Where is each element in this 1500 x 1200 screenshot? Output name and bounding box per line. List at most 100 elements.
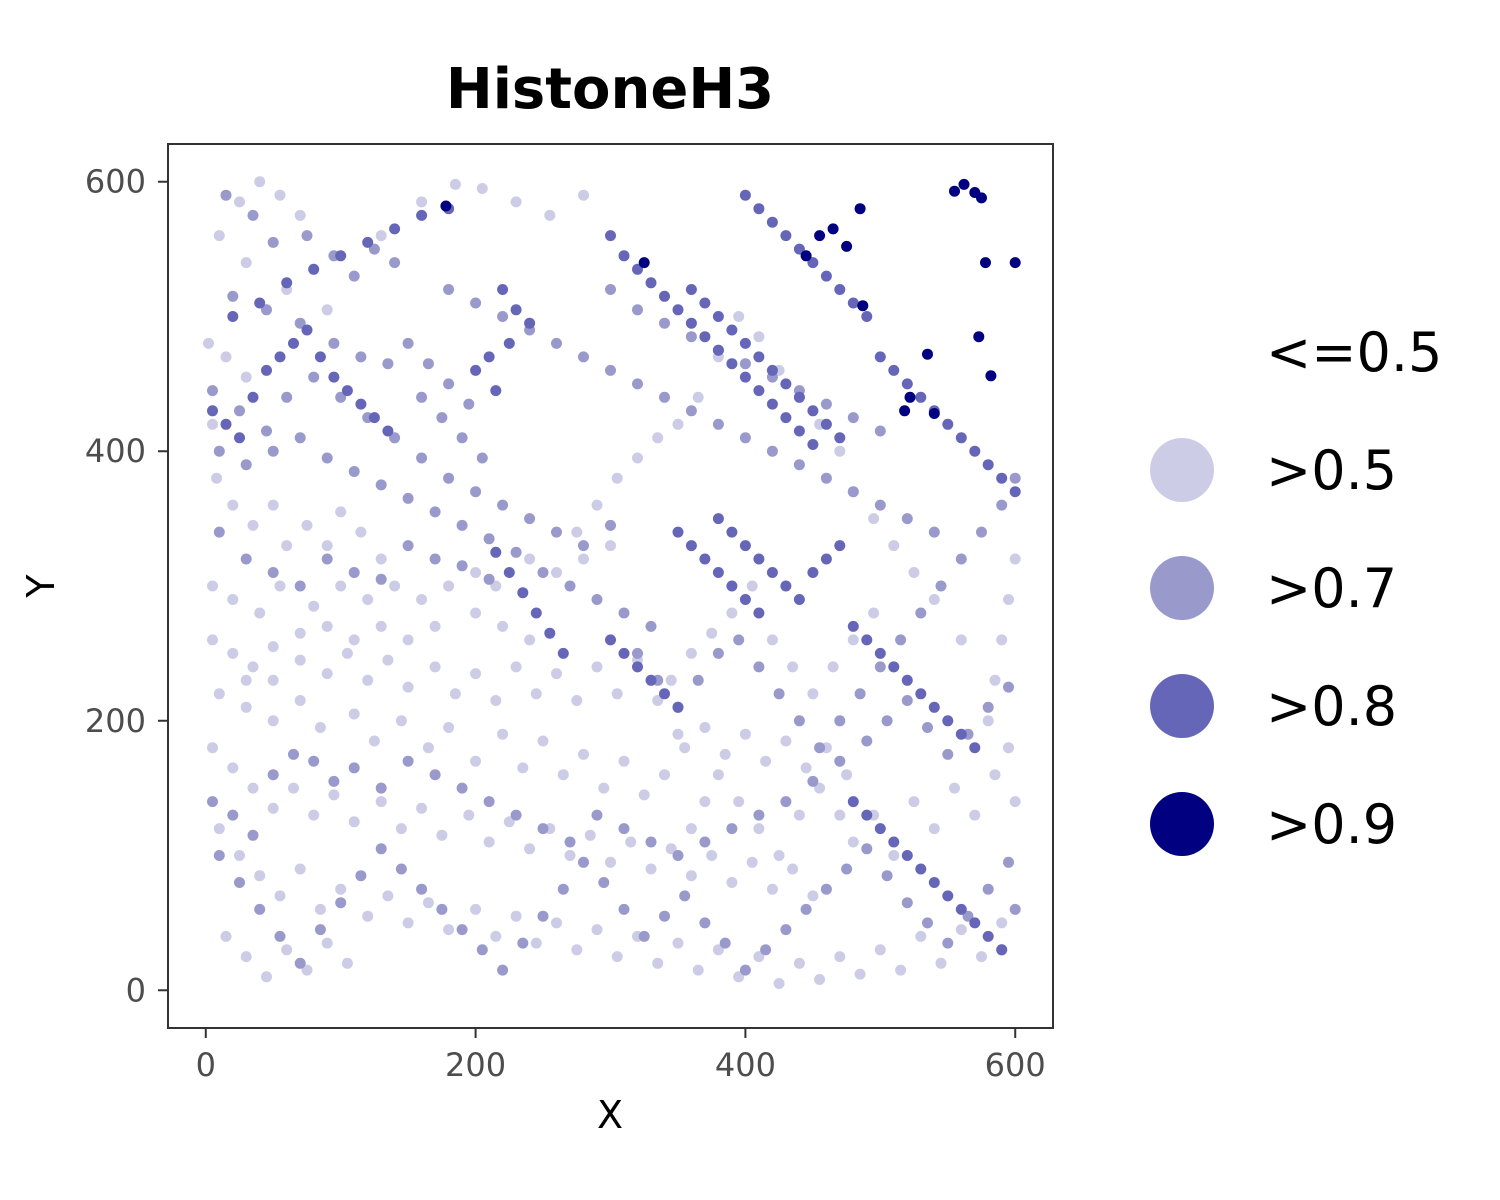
- data-point: [645, 836, 657, 848]
- data-point: [800, 762, 812, 774]
- data-point: [402, 540, 414, 552]
- data-point: [739, 189, 751, 201]
- data-point: [382, 654, 394, 666]
- data-point: [564, 850, 576, 861]
- data-point: [733, 971, 745, 983]
- data-point: [935, 580, 947, 592]
- data-point: [611, 472, 623, 484]
- data-point: [220, 930, 232, 942]
- data-point: [281, 277, 293, 289]
- data-point: [288, 782, 299, 794]
- data-point: [267, 567, 279, 578]
- data-point: [820, 472, 832, 484]
- data-point: [375, 553, 387, 565]
- data-point: [294, 627, 306, 639]
- data-point: [753, 951, 765, 963]
- data-point: [395, 715, 407, 727]
- data-point: [854, 203, 866, 215]
- data-point: [314, 351, 326, 363]
- data-point: [901, 513, 913, 525]
- data-point: [996, 472, 1008, 484]
- data-point: [240, 371, 252, 383]
- data-point: [443, 284, 455, 295]
- data-point: [857, 300, 869, 312]
- data-point: [422, 742, 434, 754]
- data-point: [537, 735, 549, 747]
- data-point: [476, 944, 488, 956]
- y-tick-label: 0: [126, 971, 146, 1009]
- data-point: [766, 216, 778, 228]
- data-point: [780, 924, 792, 936]
- data-point: [800, 250, 812, 262]
- data-point: [240, 951, 252, 963]
- data-point: [847, 486, 859, 498]
- data-point: [989, 769, 1001, 781]
- data-point: [470, 668, 482, 680]
- data-point: [416, 196, 428, 208]
- data-point: [456, 782, 468, 794]
- data-point: [449, 688, 461, 700]
- data-point: [234, 196, 245, 208]
- data-point: [780, 412, 792, 424]
- data-point: [375, 782, 387, 794]
- data-point: [328, 775, 340, 787]
- data-point: [605, 364, 616, 376]
- data-point: [591, 809, 603, 821]
- data-point: [335, 580, 347, 592]
- data-point: [537, 823, 549, 835]
- data-point: [605, 634, 616, 646]
- data-point: [443, 924, 455, 936]
- data-point: [490, 385, 502, 397]
- data-point: [915, 607, 927, 619]
- data-point: [915, 688, 927, 700]
- data-point: [820, 398, 832, 410]
- data-point: [685, 284, 697, 295]
- data-point: [982, 930, 994, 942]
- data-point: [247, 829, 259, 841]
- data-point: [699, 917, 711, 929]
- data-point: [429, 553, 441, 565]
- data-point: [793, 243, 805, 255]
- data-point: [402, 492, 414, 504]
- data-point: [429, 506, 441, 518]
- data-point: [605, 540, 616, 552]
- data-point: [847, 836, 859, 848]
- data-point: [213, 850, 225, 861]
- data-point: [227, 499, 239, 511]
- data-point: [436, 412, 448, 424]
- data-point: [726, 607, 738, 619]
- data-point: [267, 674, 279, 686]
- data-point: [800, 903, 812, 915]
- data-point: [551, 567, 562, 578]
- data-point: [1003, 681, 1014, 693]
- data-point: [490, 695, 502, 706]
- data-point: [847, 412, 859, 424]
- data-point: [692, 674, 704, 686]
- legend-label: <=0.5: [1266, 321, 1442, 384]
- data-point: [355, 526, 367, 538]
- data-point: [834, 284, 846, 295]
- data-point: [807, 567, 819, 578]
- data-point: [659, 391, 670, 403]
- data-point: [766, 634, 778, 646]
- data-point: [888, 364, 900, 376]
- data-point: [996, 944, 1008, 956]
- data-point: [976, 192, 987, 204]
- data-point: [618, 607, 630, 619]
- data-point: [240, 701, 252, 713]
- data-point: [584, 829, 596, 841]
- data-point: [834, 432, 846, 444]
- data-point: [544, 209, 556, 221]
- data-point: [685, 331, 697, 343]
- legend-key: [1150, 438, 1214, 502]
- data-point: [591, 661, 603, 673]
- data-point: [227, 647, 239, 659]
- data-point: [780, 796, 792, 808]
- data-point: [982, 701, 994, 713]
- data-point: [1009, 486, 1021, 498]
- data-point: [955, 553, 967, 565]
- data-point: [416, 883, 428, 895]
- data-point: [470, 297, 482, 309]
- data-point: [429, 620, 441, 632]
- data-point: [213, 230, 225, 242]
